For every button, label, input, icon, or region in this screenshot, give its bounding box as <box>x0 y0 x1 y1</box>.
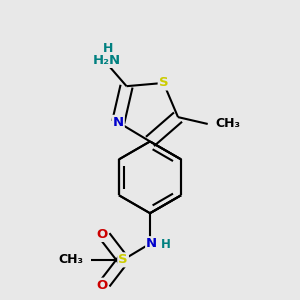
Text: CH₃: CH₃ <box>58 253 83 266</box>
Text: N: N <box>112 116 124 129</box>
Text: CH₃: CH₃ <box>215 118 240 130</box>
Text: H: H <box>103 42 113 55</box>
Text: S: S <box>159 76 168 89</box>
Text: N: N <box>146 237 157 250</box>
Text: H₂N: H₂N <box>92 54 121 67</box>
Text: O: O <box>96 228 107 241</box>
Text: H: H <box>161 238 171 251</box>
Text: S: S <box>118 253 128 266</box>
Text: O: O <box>96 279 107 292</box>
